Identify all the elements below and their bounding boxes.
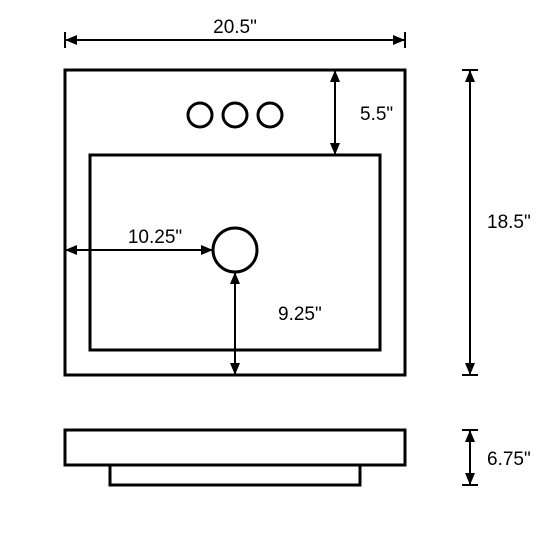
dim-drain-to-left: 10.25" <box>128 227 182 248</box>
dim-overall-height: 18.5" <box>487 212 531 233</box>
dim-overall-width: 20.5" <box>213 17 257 38</box>
dim-drain-to-bottom: 9.25" <box>278 304 322 325</box>
drain-hole <box>213 228 257 272</box>
faucet-hole-0 <box>188 103 212 127</box>
faucet-hole-2 <box>258 103 282 127</box>
dim-side-height: 6.75" <box>487 449 531 470</box>
side-view-base <box>110 465 360 485</box>
side-view-top <box>65 430 405 465</box>
dim-faucet-to-top: 5.5" <box>360 104 393 125</box>
engineering-drawing: 20.5" 18.5" 5.5" 10.25" 9.25" 6.75" <box>0 0 550 550</box>
faucet-hole-1 <box>223 103 247 127</box>
